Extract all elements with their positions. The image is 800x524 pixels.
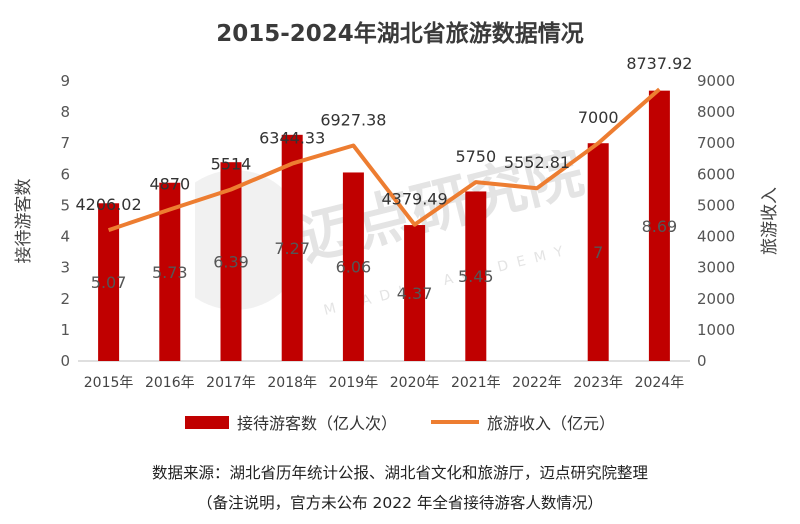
bar-data-label: 6.06 [336,258,372,277]
left-axis-tick-label: 0 [60,352,70,370]
legend-line-swatch [431,420,479,424]
legend-item-visitors: 接待游客数（亿人次） [184,410,397,434]
bar-data-labels: 5.07 5.73 6.39 7.27 6.06 4.37 5.45 7 8.69 [91,217,677,303]
left-axis-tick-label: 1 [60,321,70,339]
right-axis-tick-label: 2000 [697,290,735,308]
x-axis-ticks: 2015年 2016年 2017年 2018年 2019年 2020年 2021年 2022年… [84,375,684,391]
bar [587,143,609,361]
left-axis-tick-label: 6 [60,165,70,183]
bar [342,172,364,361]
x-axis-tick-label: 2019年 [329,375,379,391]
bar [281,134,303,361]
line-data-label: 8737.92 [626,54,692,73]
bar-series [98,90,670,362]
left-axis-ticks: 0 1 2 3 4 5 6 7 8 9 [60,72,70,370]
line-data-label: 5750 [455,147,496,166]
x-axis-tick-label: 2015年 [84,375,134,391]
right-axis-tick-label: 7000 [697,134,735,152]
legend: 接待游客数（亿人次） 旅游收入（亿元） [0,410,800,434]
x-axis-tick-label: 2022年 [512,375,562,391]
left-axis-tick-label: 8 [60,103,70,121]
right-axis-tick-label: 9000 [697,72,735,90]
bar-data-label: 7.27 [274,239,310,258]
chart-area: 0 1 2 3 4 5 6 7 8 9 0 1000 2000 3000 4000 5000 6000 7000… [14,54,780,391]
legend-item-revenue: 旅游收入（亿元） [431,410,615,434]
legend-label-visitors: 接待游客数（亿人次） [236,414,397,433]
bar [98,203,120,361]
bar-data-label: 7 [593,243,603,262]
bar [648,90,670,362]
right-axis-tick-label: 3000 [697,259,735,277]
x-axis-tick-label: 2021年 [451,375,501,391]
left-axis-tick-label: 7 [60,134,70,152]
x-axis-tick-label: 2018年 [267,375,317,391]
left-axis-tick-label: 5 [60,196,70,214]
right-axis-tick-label: 0 [697,352,707,370]
bar-data-label: 6.39 [213,253,249,272]
data-source-note: 数据来源：湖北省历年统计公报、湖北省文化和旅游厅，迈点研究院整理 [151,464,648,482]
left-axis-title: 接待游客数 [14,179,34,264]
line-series [107,87,661,232]
bar [159,182,181,361]
bar-data-label: 5.45 [458,267,494,286]
right-axis-ticks: 0 1000 2000 3000 4000 5000 6000 7000 8000 9000 [697,72,735,370]
line-data-label: 4379.49 [382,190,448,209]
bar [220,162,242,361]
line-data-label: 4870 [149,174,190,193]
line-data-label: 6927.38 [320,110,386,129]
remark-note: （备注说明，官方未公布 2022 年全省接待游客人数情况） [197,494,603,512]
left-axis-tick-label: 4 [60,228,70,246]
x-axis-tick-label: 2017年 [206,375,256,391]
chart-title: 2015-2024年湖北省旅游数据情况 [216,21,584,47]
legend-bar-swatch [184,415,229,429]
watermark-logo: 迈点研究院 MEADIN ACADEMY [195,150,590,319]
right-axis-tick-label: 8000 [697,103,735,121]
x-axis-tick-label: 2020年 [390,375,440,391]
x-axis-tick-label: 2016年 [145,375,195,391]
legend-label-revenue: 旅游收入（亿元） [487,414,616,433]
right-axis-tick-label: 5000 [697,196,735,214]
left-axis-tick-label: 9 [60,72,70,90]
bar [404,225,426,361]
bar [465,191,487,361]
x-axis-tick-label: 2023年 [573,375,623,391]
left-axis-tick-label: 2 [60,290,70,308]
right-axis-title: 旅游收入 [760,187,780,255]
right-axis-tick-label: 4000 [697,228,735,246]
bar-data-label: 5.07 [91,273,127,292]
line-data-label: 5514 [211,154,252,173]
right-axis-tick-label: 6000 [697,165,735,183]
line-data-label: 4206.02 [76,195,142,214]
line-data-label: 7000 [578,108,619,127]
right-axis-tick-label: 1000 [697,321,735,339]
bar-data-label: 8.69 [642,217,678,236]
x-axis-tick-label: 2024年 [635,375,685,391]
left-axis-tick-label: 3 [60,259,70,277]
line-data-label: 5552.81 [504,153,570,172]
bar-data-label: 5.73 [152,263,188,282]
bar-data-label: 4.37 [397,284,433,303]
line-data-label: 6344.33 [259,129,325,148]
